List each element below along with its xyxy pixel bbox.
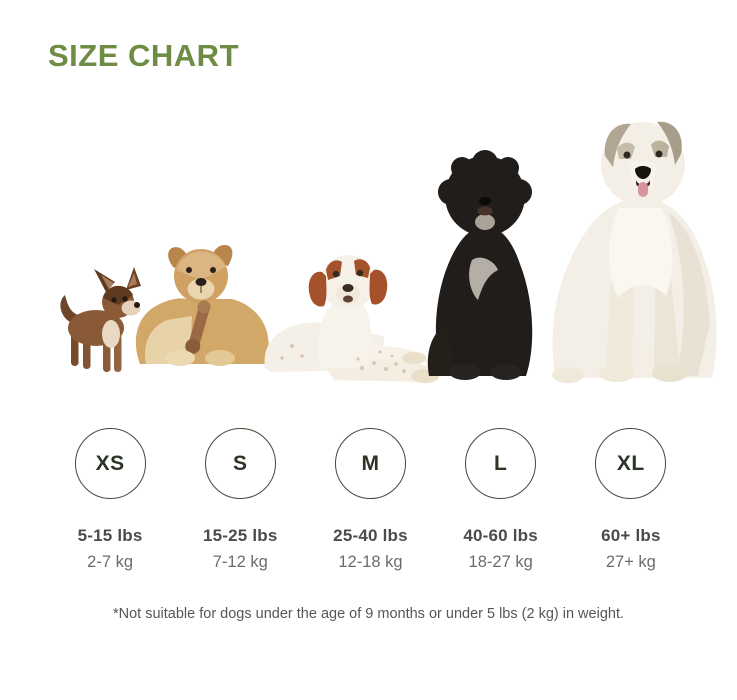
size-code-xs: XS <box>95 451 125 475</box>
dog-l-black-dog-image <box>422 150 548 380</box>
weight-kg-xl: 27+ kg <box>605 553 656 571</box>
weight-lbs-s: 15-25 lbs <box>202 526 278 545</box>
weight-kg-m: 12-18 kg <box>338 553 403 571</box>
weight-kg-xs: 2-7 kg <box>87 553 134 571</box>
weight-lbs-xs: 5-15 lbs <box>77 526 143 545</box>
size-code-m: M <box>361 451 380 475</box>
weight-lbs-m: 25-40 lbs <box>333 526 408 545</box>
size-circle-l: L <box>465 428 537 499</box>
size-circle-xs: XS <box>74 428 146 499</box>
size-code-l: L <box>493 451 508 475</box>
collie-mix-icon <box>135 245 269 366</box>
weight-kg-l: 18-27 kg <box>468 553 533 571</box>
size-col-xs: XS 5-15 lbs 2-7 kg <box>45 428 175 572</box>
dog-m-brittany-image <box>262 242 448 388</box>
size-col-xl: XL 60+ lbs 27+ kg <box>566 428 696 572</box>
size-circle-s: S <box>204 428 276 499</box>
size-col-s: S 15-25 lbs 7-12 kg <box>175 428 305 572</box>
dog-xs-chihuahua-image <box>54 264 148 376</box>
weight-lbs-xl: 60+ lbs <box>601 526 661 545</box>
chihuahua-icon <box>60 267 141 372</box>
size-code-xl: XL <box>616 451 645 475</box>
dog-s-collie-mix-image <box>130 240 274 368</box>
size-col-l: L 40-60 lbs 18-27 kg <box>436 428 566 572</box>
size-circle-xl: XL <box>595 428 667 499</box>
great-pyrenees-icon <box>552 121 717 383</box>
dog-photos-row <box>0 100 737 400</box>
size-col-m: M 25-40 lbs 12-18 kg <box>305 428 435 572</box>
size-code-s: S <box>233 451 248 475</box>
black-curly-dog-icon <box>427 150 533 380</box>
size-labels-row: XS 5-15 lbs 2-7 kg S 15-25 lbs 7-12 kg M… <box>45 428 696 572</box>
weight-kg-s: 7-12 kg <box>212 553 268 571</box>
size-chart-footnote: *Not suitable for dogs under the age of … <box>112 606 625 622</box>
weight-lbs-l: 40-60 lbs <box>463 526 538 545</box>
dog-xl-great-pyrenees-image <box>546 112 728 386</box>
brittany-spaniel-icon <box>264 255 439 383</box>
size-circle-m: M <box>334 428 406 499</box>
page-title: SIZE CHART <box>48 38 239 73</box>
